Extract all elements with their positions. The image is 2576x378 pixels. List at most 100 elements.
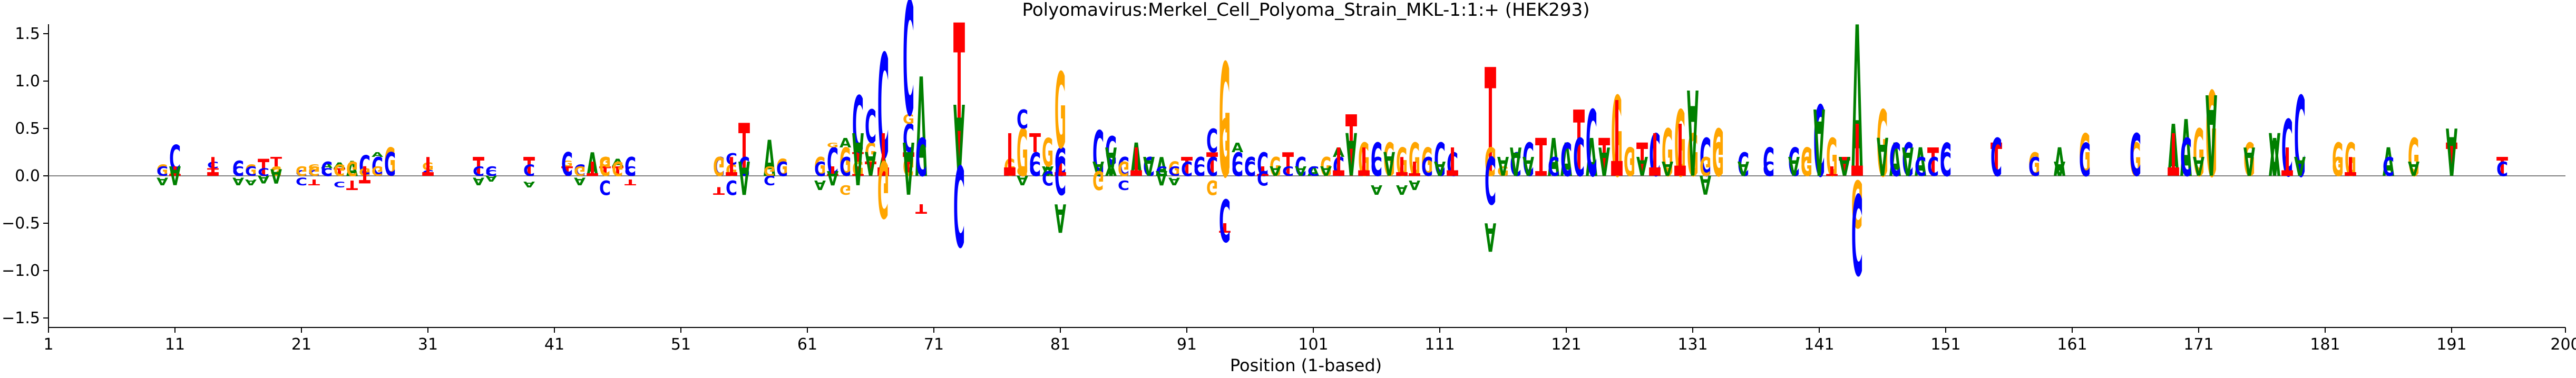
logo-letter-C: C [726, 151, 737, 169]
logo-letter-glyph: A [1307, 164, 1319, 180]
logo-letter-G: G [840, 140, 851, 185]
logo-letter-glyph: G [1396, 140, 1408, 185]
logo-letter-A: A [1320, 163, 1332, 178]
logo-letter-G: G [574, 163, 586, 178]
logo-letter-glyph: T [1130, 138, 1142, 183]
logo-letter-G: G [1801, 152, 1812, 182]
logo-letter-glyph: A [574, 175, 586, 187]
logo-letter-A: A [1851, 0, 1863, 225]
logo-letter-C: C [1232, 157, 1243, 180]
logo-letter-glyph: T [1219, 220, 1231, 235]
logo-letter-glyph: T [1345, 98, 1357, 196]
logo-letter-A: A [1383, 144, 1395, 182]
logo-letter-glyph: T [1573, 93, 1585, 198]
logo-letter-glyph: G [2345, 135, 2356, 187]
logo-letter-glyph: A [1156, 153, 1167, 182]
logo-letter-A: A [1055, 195, 1066, 240]
logo-letter-T: T [827, 163, 838, 178]
logo-letter-C: C [1788, 141, 1800, 185]
logo-letter-glyph: A [2180, 104, 2192, 195]
logo-letter-glyph: C [1295, 152, 1306, 182]
logo-letter-T: T [713, 184, 725, 196]
logo-letter-A: A [1523, 151, 1534, 180]
logo-letter-A: A [612, 156, 623, 168]
logo-letter-C: C [232, 157, 244, 181]
logo-letter-glyph: G [1092, 165, 1104, 195]
logo-letter-glyph: C [1168, 163, 1180, 178]
logo-letter-G: G [852, 158, 864, 181]
logo-letter-C: C [1055, 141, 1066, 185]
logo-letter-G: G [2130, 135, 2141, 187]
logo-letter-glyph: T [1029, 128, 1041, 158]
logo-letter-glyph: G [1118, 157, 1129, 180]
logo-letter-C: C [2281, 104, 2293, 195]
logo-letter-glyph: C [1851, 168, 1863, 297]
logo-letter-glyph: C [1700, 128, 1711, 188]
logo-letter-G: G [2206, 68, 2217, 204]
logo-letter-glyph: C [1940, 132, 1951, 184]
logo-letter-glyph: T [2446, 135, 2457, 187]
logo-letter-glyph: G [346, 157, 358, 180]
logo-letter-C: C [245, 163, 257, 178]
logo-letter-A: A [764, 131, 775, 188]
logo-letter-A: A [1307, 164, 1319, 180]
logo-letter-glyph: C [207, 160, 219, 170]
logo-letter-glyph: G [1712, 135, 1724, 187]
logo-letter-glyph: A [2206, 69, 2217, 197]
x-tick-label: 51 [671, 335, 691, 354]
logo-letter-glyph: A [1396, 182, 1408, 197]
logo-letter-glyph: C [1763, 141, 1774, 185]
logo-letter-T: T [1004, 119, 1016, 187]
logo-letter-C: C [764, 173, 775, 188]
logo-letter-glyph: T [1839, 152, 1851, 182]
logo-letter-glyph: C [1788, 141, 1800, 185]
logo-letter-G: G [1712, 113, 1724, 188]
logo-letter-glyph: A [157, 175, 168, 187]
logo-letter-G: G [1092, 165, 1104, 195]
logo-letter-glyph: C [1017, 104, 1028, 135]
logo-letter-T: T [915, 201, 927, 216]
y-tick-label: −1.0 [2, 262, 40, 280]
logo-letter-C: C [1586, 87, 1597, 193]
logo-letter-glyph: T [1181, 152, 1193, 182]
logo-letter-glyph: C [1371, 151, 1382, 181]
logo-letter-C: C [625, 163, 636, 178]
logo-letter-glyph: A [2408, 157, 2419, 180]
logo-letter-glyph: T [359, 161, 370, 187]
logo-letter-C: C [1573, 125, 1585, 186]
logo-letter-glyph: A [2383, 141, 2394, 186]
logo-letter-C: C [207, 160, 219, 170]
logo-letter-A: A [1877, 125, 1888, 185]
logo-letter-glyph: G [561, 160, 573, 168]
logo-letter-C: C [422, 168, 434, 177]
logo-letter-T: T [1282, 145, 1294, 184]
logo-letter-glyph: A [2054, 157, 2065, 180]
logo-letter-C: C [1371, 151, 1382, 181]
logo-letter-glyph: C [1434, 134, 1446, 187]
logo-letter-glyph: A [1383, 144, 1395, 182]
logo-letter-glyph: C [561, 144, 573, 182]
logo-letter-glyph: G [827, 142, 838, 149]
logo-letter-G: G [2332, 135, 2344, 187]
x-tick-label: 191 [2436, 335, 2466, 354]
logo-letter-A: A [2180, 104, 2192, 195]
logo-letter-C: C [1206, 123, 1218, 160]
logo-letter-glyph: C [384, 144, 396, 182]
x-tick-label: 181 [2310, 335, 2340, 354]
logo-letter-glyph: C [232, 163, 244, 178]
logo-letter-glyph: T [903, 145, 914, 184]
logo-letter-glyph: G [1700, 151, 1711, 181]
logo-letter-G: G [1712, 135, 1724, 187]
logo-letter-glyph: A [1598, 138, 1610, 183]
logo-letter-glyph: G [384, 140, 396, 185]
logo-letter-G: G [1017, 116, 1028, 192]
logo-letter-glyph: A [1143, 151, 1155, 180]
logo-letter-glyph: A [1055, 195, 1066, 240]
logo-letter-glyph: C [245, 163, 257, 178]
logo-letter-T: T [346, 177, 358, 193]
logo-letter-G: G [1017, 163, 1028, 178]
logo-letter-glyph: T [852, 163, 864, 178]
logo-letter-C: C [1219, 185, 1231, 253]
logo-letter-C: C [2294, 74, 2306, 203]
logo-letter-T: T [523, 152, 535, 182]
